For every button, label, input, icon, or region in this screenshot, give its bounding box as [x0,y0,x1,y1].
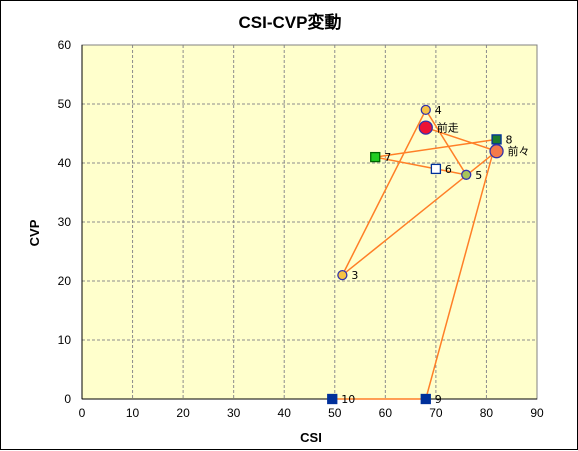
data-label: 10 [341,393,355,406]
series-line [332,108,499,400]
data-label: 8 [506,133,513,146]
y-tick-label: 40 [58,156,72,170]
x-tick-label: 50 [328,406,342,420]
x-tick-label: 0 [79,406,86,420]
y-tick-label: 10 [58,333,72,347]
data-point [489,144,504,159]
x-tick-label: 40 [278,406,292,420]
data-label: 6 [445,163,452,176]
x-tick-label: 60 [379,406,393,420]
x-tick-label: 90 [530,406,544,420]
data-point [491,134,502,145]
data-label: 3 [351,269,358,282]
y-tick-label: 60 [58,38,72,52]
data-label: 前々 [508,144,530,158]
y-tick-label: 20 [58,274,72,288]
chart-title: CSI-CVP変動 [239,12,342,32]
data-point [327,393,338,405]
y-tick-label: 50 [58,97,72,111]
data-label: 7 [384,151,391,164]
x-tick-label: 30 [227,406,241,420]
data-point [418,120,433,135]
data-point [430,163,442,175]
y-axis-title: CVP [27,219,42,246]
data-point [370,151,381,163]
y-tick-label: 0 [64,392,71,406]
x-tick-label: 20 [176,406,190,420]
data-point [420,104,431,116]
x-tick-label: 10 [126,406,140,420]
data-label: 前走 [437,121,459,135]
data-point [461,169,472,180]
x-tick-label: 80 [480,406,494,420]
data-label: 9 [435,393,442,406]
data-label: 5 [475,169,482,182]
y-tick-label: 30 [58,215,72,229]
x-axis-title: CSI [300,430,322,445]
x-tick-label: 70 [429,406,443,420]
data-point [420,393,431,405]
data-label: 4 [435,104,442,117]
data-point [337,269,348,281]
